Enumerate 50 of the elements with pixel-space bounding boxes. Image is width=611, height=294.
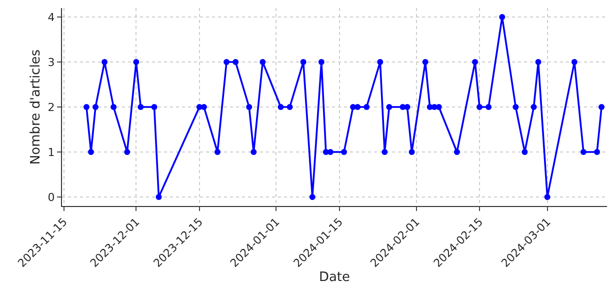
- point: [286, 104, 293, 110]
- point: [309, 194, 316, 200]
- point: [544, 194, 550, 200]
- point: [318, 59, 324, 65]
- point: [102, 59, 108, 65]
- point: [535, 59, 542, 65]
- point: [499, 14, 506, 20]
- point: [408, 149, 415, 155]
- x-axis-title: Date: [318, 270, 350, 285]
- point: [224, 59, 230, 65]
- point: [377, 59, 384, 65]
- point: [260, 59, 266, 65]
- point: [156, 194, 162, 200]
- point: [88, 149, 94, 155]
- point: [232, 59, 239, 65]
- point: [571, 59, 578, 65]
- point: [364, 104, 370, 110]
- point: [124, 149, 130, 155]
- point: [246, 104, 252, 110]
- point: [341, 149, 348, 155]
- y-axis-title: Nombre d'articles: [28, 49, 44, 165]
- y-tick-label: 2: [48, 100, 55, 114]
- point: [214, 149, 220, 155]
- point: [422, 59, 428, 65]
- point: [476, 104, 483, 110]
- y-tick-label: 3: [48, 56, 55, 69]
- point: [512, 104, 519, 110]
- point: [83, 104, 90, 110]
- point: [151, 104, 158, 110]
- point: [386, 104, 392, 110]
- point: [594, 149, 600, 155]
- point: [92, 104, 99, 110]
- point: [138, 104, 144, 110]
- point: [530, 104, 537, 110]
- point: [522, 149, 528, 155]
- point: [300, 59, 306, 65]
- point: [598, 104, 605, 110]
- point: [472, 59, 478, 65]
- point: [133, 59, 140, 65]
- y-tick-label: 0: [48, 190, 55, 204]
- point: [278, 104, 284, 110]
- point: [354, 104, 361, 110]
- point: [110, 104, 117, 110]
- point: [454, 149, 460, 155]
- point: [486, 104, 492, 110]
- point: [250, 149, 257, 155]
- y-tick-label: 1: [48, 146, 55, 159]
- point: [382, 149, 388, 155]
- y-tick-label: 4: [48, 10, 55, 24]
- point: [580, 149, 586, 155]
